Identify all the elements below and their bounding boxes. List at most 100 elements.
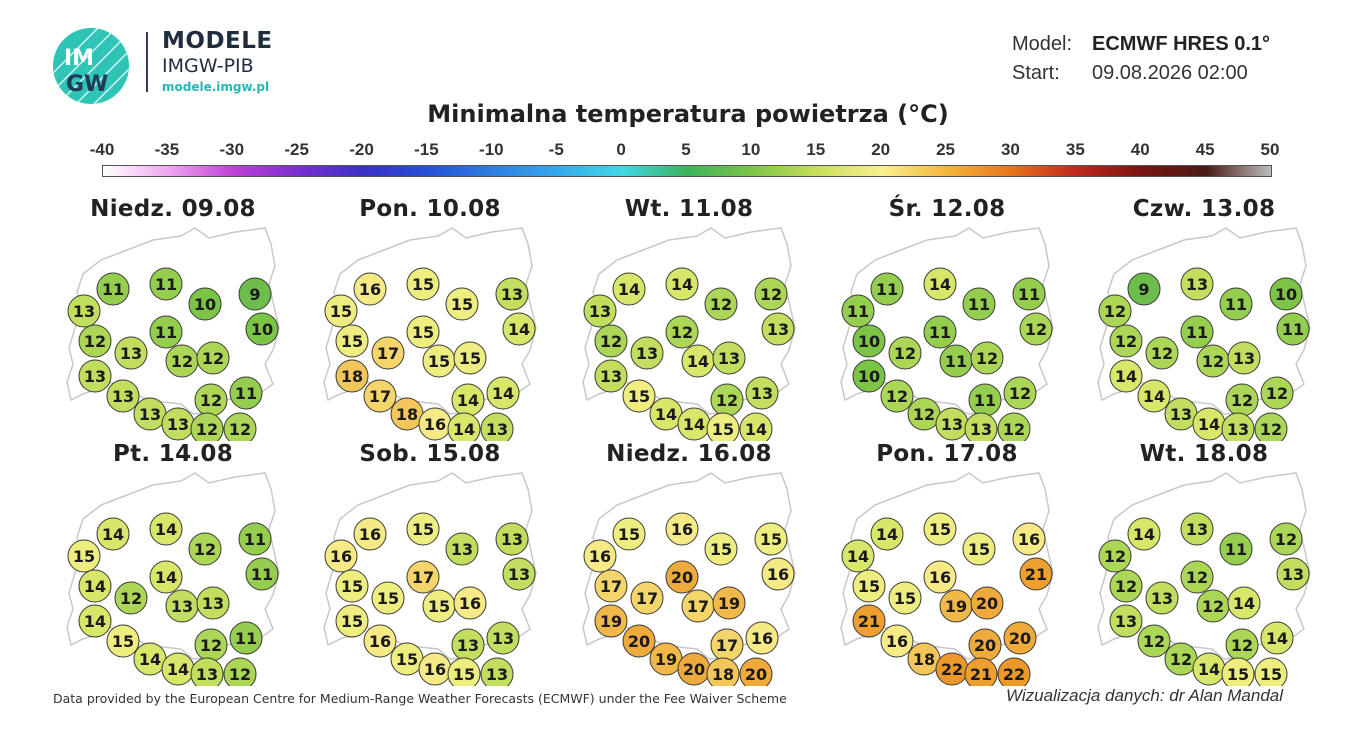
station-marker xyxy=(223,412,257,441)
station-marker xyxy=(502,312,536,346)
station-temperature-label: 17 xyxy=(636,589,658,608)
panel-date-title: Wt. 11.08 xyxy=(624,196,754,222)
station-marker xyxy=(630,336,664,370)
station-marker xyxy=(371,336,405,370)
station-temperature-label: 10 xyxy=(1275,285,1297,304)
poland-map: 1516151615161717201917192017161920182015 xyxy=(582,472,796,686)
station-marker xyxy=(1012,522,1046,556)
station-marker xyxy=(445,532,479,566)
station-temperature-label: 14 xyxy=(457,391,479,410)
station-marker xyxy=(706,657,740,686)
station-marker xyxy=(1137,624,1171,658)
station-marker xyxy=(1219,532,1253,566)
panel-date-title: Śr. 12.08 xyxy=(888,196,1006,222)
station-marker xyxy=(363,379,397,413)
colorbar-tick-label: 20 xyxy=(871,140,891,159)
station-temperature-label: 20 xyxy=(976,594,998,613)
station-marker xyxy=(480,657,514,686)
station-temperature-label: 12 xyxy=(1115,577,1137,596)
station-marker xyxy=(353,517,387,551)
station-temperature-label: 14 xyxy=(155,568,177,587)
data-credit: Data provided by the European Centre for… xyxy=(53,691,787,706)
station-temperature-label: 15 xyxy=(710,540,732,559)
station-marker xyxy=(841,539,875,573)
colorbar-tick-label: 50 xyxy=(1260,140,1280,159)
station-temperature-label: 11 xyxy=(251,565,273,584)
station-temperature-label: 11 xyxy=(876,280,898,299)
station-temperature-label: 10 xyxy=(251,320,273,339)
station-marker xyxy=(371,581,405,615)
station-marker xyxy=(754,522,788,556)
station-temperature-label: 12 xyxy=(229,665,251,684)
station-temperature-label: 9 xyxy=(249,285,260,304)
station-temperature-label: 12 xyxy=(710,295,732,314)
colorbar-tick-label: 10 xyxy=(741,140,761,159)
station-temperature-label: 18 xyxy=(341,367,363,386)
forecast-panel: Niedz. 16.08 15 16 15 16 15 16 17 17 20 19 17 19 20 17… xyxy=(569,441,829,686)
station-marker xyxy=(880,624,914,658)
start-label: Start: xyxy=(1012,62,1060,84)
station-temperature-label: 15 xyxy=(451,295,473,314)
poland-map: 111411111112101211101112121112121313128 xyxy=(840,227,1054,441)
station-temperature-label: 11 xyxy=(968,295,990,314)
station-marker xyxy=(1109,324,1143,358)
station-temperature-label: 15 xyxy=(341,612,363,631)
station-marker xyxy=(1003,376,1037,410)
station-temperature-label: 16 xyxy=(459,594,481,613)
station-temperature-label: 12 xyxy=(1186,568,1208,587)
station-marker xyxy=(704,532,738,566)
colorbar xyxy=(102,165,1272,177)
station-marker xyxy=(406,560,440,594)
station-marker xyxy=(1137,379,1171,413)
station-temperature-label: 15 xyxy=(412,520,434,539)
station-temperature-label: 14 xyxy=(745,420,767,439)
station-temperature-label: 15 xyxy=(760,530,782,549)
station-marker xyxy=(78,569,112,603)
station-marker xyxy=(923,560,957,594)
station-temperature-label: 12 xyxy=(913,405,935,424)
station-temperature-label: 13 xyxy=(486,420,508,439)
station-marker xyxy=(106,379,140,413)
station-temperature-label: 14 xyxy=(84,577,106,596)
station-marker xyxy=(1180,267,1214,301)
station-marker xyxy=(739,657,773,686)
station-temperature-label: 15 xyxy=(73,547,95,566)
station-temperature-label: 15 xyxy=(459,349,481,368)
station-temperature-label: 15 xyxy=(628,387,650,406)
station-temperature-label: 12 xyxy=(84,332,106,351)
station-temperature-label: 12 xyxy=(1170,650,1192,669)
station-temperature-label: 15 xyxy=(929,520,951,539)
station-temperature-label: 15 xyxy=(396,650,418,669)
station-temperature-label: 15 xyxy=(341,332,363,351)
station-temperature-label: 16 xyxy=(751,629,773,648)
poland-map: 141411151211141214141313151211141413128 xyxy=(66,472,280,686)
station-marker xyxy=(594,569,628,603)
poland-map: 1615131515141517151815151714141816141314 xyxy=(323,227,537,441)
station-temperature-label: 14 xyxy=(492,384,514,403)
station-temperature-label: 13 xyxy=(1115,612,1137,631)
station-temperature-label: 13 xyxy=(1282,565,1304,584)
station-marker xyxy=(739,412,773,441)
colorbar-tick-label: 5 xyxy=(681,140,691,159)
station-temperature-label: 16 xyxy=(589,547,611,566)
station-temperature-label: 13 xyxy=(1227,420,1249,439)
station-temperature-label: 17 xyxy=(412,568,434,587)
station-marker xyxy=(1180,315,1214,349)
station-temperature-label: 12 xyxy=(760,285,782,304)
station-marker xyxy=(1145,581,1179,615)
station-marker xyxy=(406,512,440,546)
station-marker xyxy=(888,581,922,615)
station-temperature-label: 13 xyxy=(492,629,514,648)
station-marker xyxy=(406,267,440,301)
station-temperature-label: 12 xyxy=(1143,632,1165,651)
brand-url-link[interactable]: modele.imgw.pl xyxy=(162,80,270,94)
station-temperature-label: 15 xyxy=(858,577,880,596)
station-marker xyxy=(196,586,230,620)
station-marker xyxy=(486,376,520,410)
station-marker xyxy=(453,586,487,620)
station-temperature-label: 14 xyxy=(1133,525,1155,544)
station-marker xyxy=(665,315,699,349)
station-marker xyxy=(96,272,130,306)
station-temperature-label: 11 xyxy=(945,352,967,371)
panel-date-title: Czw. 13.08 xyxy=(1132,196,1276,222)
